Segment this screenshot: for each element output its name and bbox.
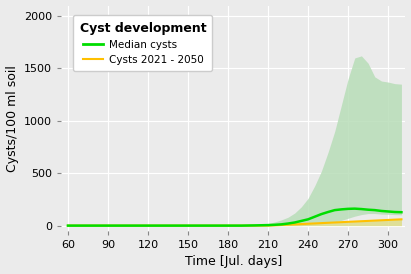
Legend: Median cysts, Cysts 2021 - 2050: Median cysts, Cysts 2021 - 2050: [73, 15, 212, 71]
Y-axis label: Cysts/100 ml soil: Cysts/100 ml soil: [6, 65, 18, 172]
X-axis label: Time [Jul. days]: Time [Jul. days]: [185, 255, 282, 269]
